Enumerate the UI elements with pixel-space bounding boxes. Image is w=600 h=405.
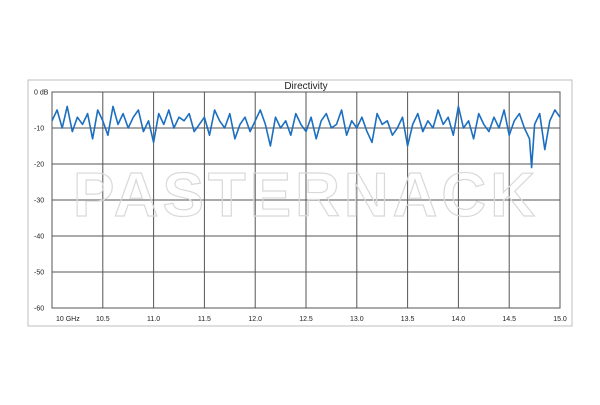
x-tick-label: 10.5 xyxy=(96,316,110,323)
y-axis-ticks: 0 dB -10 -20 -30 -40 -50 -60 xyxy=(34,90,49,313)
x-tick-label: 14.0 xyxy=(452,316,466,323)
y-tick-label: -50 xyxy=(34,270,44,277)
x-axis-ticks: 10 GHz 10.5 11.0 11.5 12.0 12.5 13.0 13.5 14.0 14… xyxy=(56,316,567,323)
x-tick-label: 13.0 xyxy=(350,316,364,323)
series-layer xyxy=(51,105,561,169)
x-tick-label: 11.0 xyxy=(147,316,160,323)
y-tick-label: 0 dB xyxy=(34,90,49,97)
series-line xyxy=(51,105,561,169)
x-tick-label: 15.0 xyxy=(553,316,567,323)
x-tick-label: 12.5 xyxy=(299,316,313,323)
x-tick-label: 10 GHz xyxy=(56,316,80,323)
x-tick-label: 14.5 xyxy=(502,316,516,323)
chart-title: Directivity xyxy=(284,81,327,92)
y-tick-label: -30 xyxy=(34,198,44,205)
y-tick-label: -10 xyxy=(34,126,44,133)
x-tick-label: 13.5 xyxy=(401,316,415,323)
y-tick-label: -40 xyxy=(34,234,44,241)
x-tick-label: 12.0 xyxy=(248,316,262,323)
pasternack-watermark: PASTERNACK xyxy=(72,160,539,230)
y-tick-label: -20 xyxy=(34,162,44,169)
x-tick-label: 11.5 xyxy=(198,316,211,323)
y-tick-label: -60 xyxy=(34,306,44,313)
svg-text:PASTERNACK: PASTERNACK xyxy=(73,161,539,230)
